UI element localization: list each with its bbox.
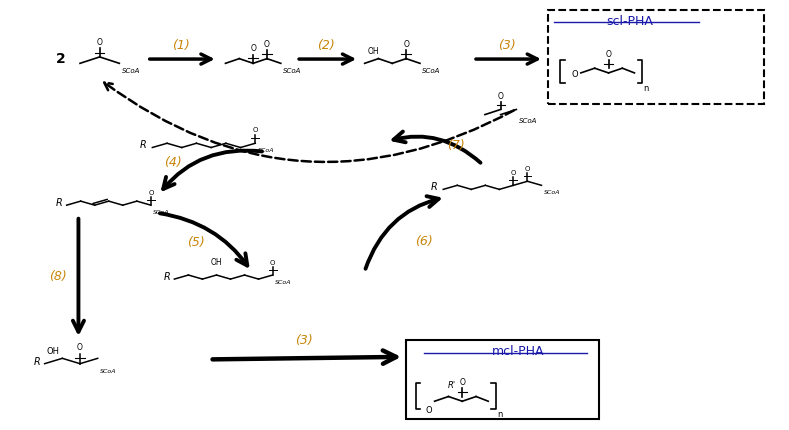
Text: SCoA: SCoA — [100, 369, 117, 374]
Text: OH: OH — [47, 347, 60, 356]
Text: OH: OH — [211, 258, 222, 267]
Text: (6): (6) — [416, 235, 433, 248]
FancyArrowPatch shape — [163, 150, 262, 189]
Text: SCoA: SCoA — [544, 190, 560, 196]
Text: SCoA: SCoA — [275, 280, 291, 285]
Text: R: R — [56, 198, 62, 208]
Text: O: O — [252, 127, 258, 133]
Text: O: O — [97, 38, 103, 47]
Text: 2: 2 — [55, 52, 65, 66]
Text: O: O — [250, 44, 256, 53]
Text: n: n — [643, 83, 649, 92]
Text: O: O — [459, 378, 466, 387]
Text: (7): (7) — [447, 139, 465, 152]
Text: OH: OH — [368, 47, 379, 56]
Text: (2): (2) — [317, 39, 335, 52]
Text: mcl-PHA: mcl-PHA — [492, 345, 544, 358]
Text: O: O — [403, 40, 409, 49]
Text: SCoA: SCoA — [153, 210, 170, 215]
Text: O: O — [498, 92, 503, 101]
Text: SCoA: SCoA — [122, 68, 140, 74]
FancyArrowPatch shape — [365, 196, 439, 269]
Text: R: R — [34, 357, 41, 367]
Text: O: O — [148, 190, 154, 196]
Text: (1): (1) — [172, 39, 189, 52]
Text: (4): (4) — [164, 157, 181, 169]
Text: SCoA: SCoA — [422, 68, 441, 74]
Text: R: R — [163, 272, 170, 282]
Text: O: O — [77, 344, 83, 353]
Text: SCoA: SCoA — [518, 118, 537, 124]
FancyBboxPatch shape — [406, 340, 599, 419]
Text: O: O — [270, 260, 275, 266]
FancyBboxPatch shape — [548, 10, 764, 104]
Text: O: O — [510, 170, 516, 176]
Text: R: R — [140, 140, 147, 150]
Text: R: R — [431, 182, 438, 192]
Text: scl-PHA: scl-PHA — [607, 15, 653, 28]
Text: (3): (3) — [498, 39, 516, 52]
Text: O: O — [264, 40, 270, 49]
Text: (3): (3) — [295, 335, 313, 347]
Text: O: O — [571, 70, 578, 79]
Text: O: O — [425, 406, 432, 415]
FancyArrowPatch shape — [104, 83, 514, 162]
Text: SCoA: SCoA — [283, 68, 301, 74]
Text: O: O — [606, 50, 611, 59]
Text: n: n — [497, 410, 503, 419]
Text: (8): (8) — [49, 270, 67, 283]
Text: R': R' — [448, 381, 456, 390]
Text: O: O — [525, 166, 530, 172]
Text: SCoA: SCoA — [258, 148, 274, 154]
Text: (5): (5) — [188, 236, 205, 249]
FancyArrowPatch shape — [160, 213, 247, 266]
FancyArrowPatch shape — [394, 132, 481, 163]
